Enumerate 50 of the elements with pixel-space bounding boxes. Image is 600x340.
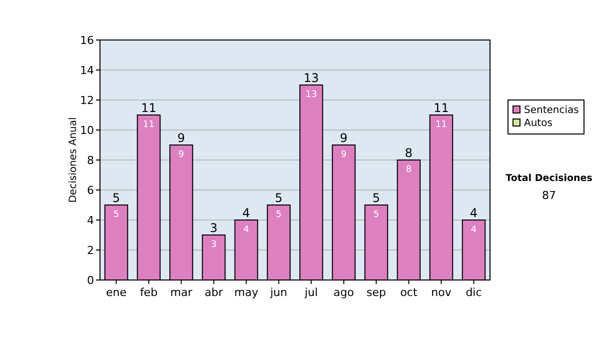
x-tick-label: ene — [106, 286, 127, 299]
total-label: 5 — [274, 191, 283, 205]
x-tick-label: jun — [269, 286, 288, 299]
y-tick-label: 4 — [87, 214, 94, 227]
x-tick-label: nov — [431, 286, 452, 299]
total-label: 5 — [112, 191, 120, 205]
total-label: 4 — [470, 206, 478, 220]
total-label: 11 — [434, 101, 449, 115]
x-tick-label: ago — [334, 286, 354, 299]
text: Total Decisiones — [506, 173, 593, 184]
y-tick-label: 0 — [87, 274, 94, 287]
x-tick-label: mar — [170, 286, 193, 299]
total-label: 9 — [177, 131, 186, 145]
x-tick-label: jul — [304, 286, 318, 299]
x-tick-label: sep — [366, 286, 386, 299]
x-tick-label: dic — [466, 286, 482, 299]
data-label: 8 — [406, 165, 412, 175]
total-label: 13 — [304, 71, 319, 85]
data-label: 5 — [373, 210, 380, 220]
total-label: 3 — [210, 221, 218, 235]
total-label: 8 — [404, 146, 413, 160]
y-axis-title: Decisiones Anual — [68, 117, 79, 203]
data-label: 4 — [470, 225, 477, 235]
text: 87 — [542, 189, 556, 202]
data-label: 5 — [113, 210, 120, 220]
data-label: 3 — [210, 240, 217, 250]
legend-label: Sentencias — [524, 105, 579, 116]
y-tick-label: 10 — [80, 124, 94, 137]
y-tick-label: 12 — [80, 94, 94, 107]
x-tick-label: may — [234, 286, 259, 299]
y-tick-label: 14 — [80, 64, 94, 77]
total-label: 4 — [242, 206, 250, 220]
y-tick-label: 16 — [80, 34, 94, 47]
x-tick-label: oct — [400, 286, 418, 299]
data-label: 5 — [276, 210, 282, 220]
data-label: 9 — [340, 150, 347, 160]
total-label: 9 — [340, 131, 348, 145]
x-tick-label: abr — [204, 286, 224, 299]
legend-label: Autos — [524, 118, 552, 129]
data-label: 11 — [436, 120, 447, 130]
y-tick-label: 8 — [87, 154, 94, 167]
data-label: 4 — [243, 225, 250, 235]
y-tick-label: 2 — [87, 244, 94, 257]
y-tick-label: 6 — [87, 184, 94, 197]
total-label: 11 — [141, 101, 156, 115]
data-label: 9 — [178, 150, 184, 160]
data-label: 13 — [306, 90, 317, 100]
x-tick-label: feb — [140, 286, 158, 299]
total-label: 5 — [372, 191, 380, 205]
data-label: 11 — [143, 120, 154, 130]
